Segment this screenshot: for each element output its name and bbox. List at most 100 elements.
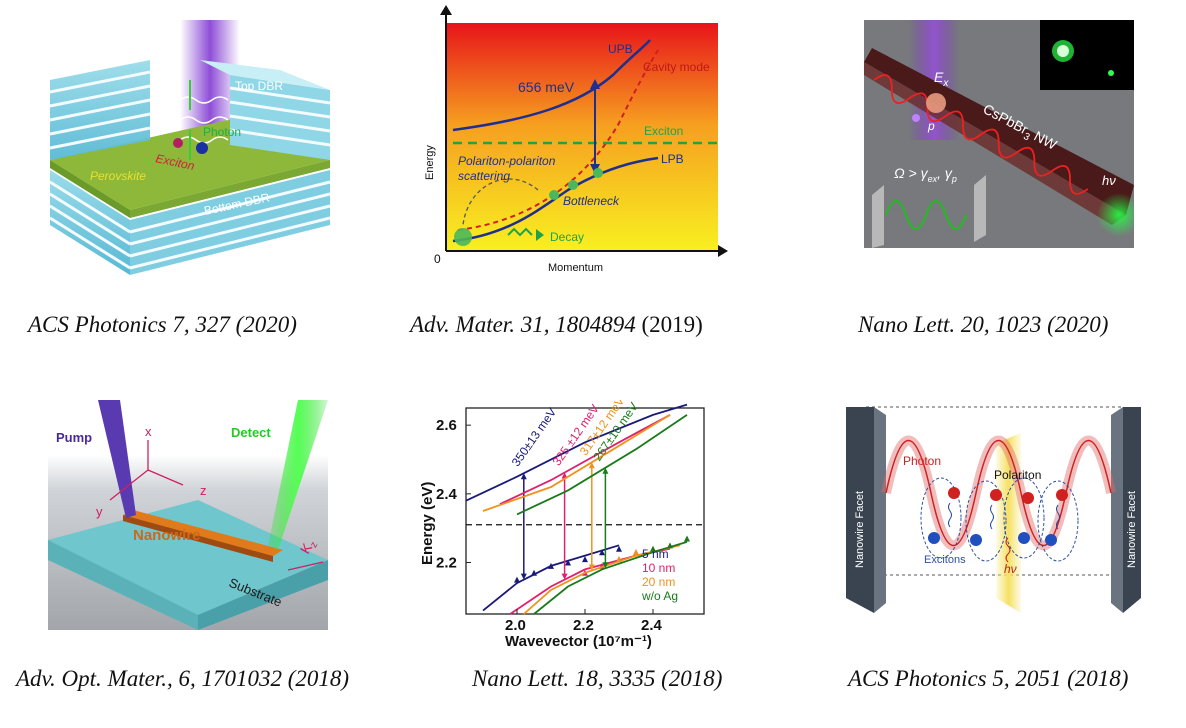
right-facet <box>1111 407 1123 613</box>
detect-label: Detect <box>231 425 271 440</box>
kz-label: Kz <box>297 536 321 558</box>
energy-gradient-background <box>446 23 718 251</box>
decay-label: Decay <box>550 230 584 244</box>
x-tick-label: 2.0 <box>505 617 526 634</box>
hv-label: hν <box>1004 562 1017 576</box>
caption-4: Adv. Opt. Mater., 6, 1701032 (2018) <box>16 666 350 691</box>
splitting-label: 656 meV <box>518 79 575 95</box>
pump-detect-schematic: Pump Detect x y z Nanowire Kz Substrate <box>48 400 328 630</box>
data-point <box>667 542 673 549</box>
data-point <box>633 549 639 556</box>
pump-laser-label: Pump Laser <box>110 28 181 43</box>
upb-label: UPB <box>608 42 633 56</box>
nanowire-polariton-schematic: Ex p CsPbBr3 NW hν Ω > γex, γp <box>864 20 1134 248</box>
left-facet <box>846 407 874 613</box>
legend-entry: 20 nm <box>642 575 675 589</box>
arrow-head <box>602 562 609 569</box>
data-point <box>548 562 554 569</box>
perovskite-label: Perovskite <box>90 169 146 183</box>
data-point <box>684 535 690 542</box>
caption-2: Adv. Mater. 31, 1804894 (2019) <box>410 312 703 337</box>
scattering-label-1: Polariton-polariton <box>458 154 556 168</box>
y-axis-label: Energy (eV) <box>419 482 436 565</box>
y-tick-label: 2.6 <box>436 417 457 434</box>
lpb-curve <box>452 156 659 243</box>
x-axis-label: Wavevector (10⁷m⁻¹) <box>505 633 652 650</box>
hv-label: hν <box>1102 173 1116 188</box>
y-tick-label: 2.2 <box>436 555 457 572</box>
polariton-band <box>996 433 1021 613</box>
exciton-line-label: Exciton <box>644 124 683 138</box>
arrow-head <box>520 573 527 580</box>
photon-label: Photon <box>203 125 241 139</box>
pump-label: Pump <box>56 430 92 445</box>
legend-entry: 5 nm <box>642 547 669 561</box>
upper-branch-0 <box>465 403 688 502</box>
axis-x-label: x <box>145 424 152 439</box>
axis-y-label: y <box>96 504 103 519</box>
top-dbr-stack <box>49 60 331 160</box>
axis-z-label: z <box>200 483 207 498</box>
energy-axis-label: Energy <box>424 145 436 180</box>
top-dbr-label: Top DBR <box>235 79 283 93</box>
exciton-blob <box>926 93 946 113</box>
momentum-axis-label: Momentum <box>548 262 603 274</box>
upper-branch-1 <box>499 414 671 505</box>
upper-branch-2 <box>482 414 671 512</box>
nanowire-rod <box>864 48 1134 215</box>
lpb-label: LPB <box>661 152 684 166</box>
data-point <box>514 576 520 583</box>
data-point <box>599 549 605 556</box>
substrate-slab <box>48 500 328 615</box>
legend-entry: w/o Ag <box>641 589 678 603</box>
pump-beam <box>98 400 136 518</box>
arrow-head <box>520 473 527 480</box>
dispersion-diagram: UPB Cavity mode 656 meV Exciton LPB Pola… <box>418 5 738 285</box>
scattering-label-2: scattering <box>458 169 510 183</box>
lower-branch-3 <box>533 541 688 615</box>
bottom-dbr-stack <box>49 170 331 275</box>
data-point <box>650 545 656 552</box>
x-tick-label: 2.4 <box>641 617 663 634</box>
excitons-label: Excitons <box>924 554 966 566</box>
data-point <box>582 556 588 563</box>
photon-wave <box>873 74 1089 195</box>
ex-label: Ex <box>934 69 949 89</box>
y-tick-label: 2.4 <box>436 486 458 503</box>
exciton-group <box>920 477 1079 563</box>
nanowire-bar <box>123 510 283 556</box>
x-tick-label: 2.2 <box>573 617 594 634</box>
nanowire-label: Nanowire <box>133 527 201 544</box>
caption-1: ACS Photonics 7, 327 (2020) <box>28 312 297 337</box>
caption-5: Nano Lett. 18, 3335 (2018) <box>472 666 723 691</box>
arrow-head <box>588 564 595 571</box>
left-mirror <box>872 185 884 248</box>
polariton-label: Polariton <box>994 468 1041 482</box>
right-facet-label: Nanowire Facet <box>1126 491 1138 568</box>
right-mirror <box>974 175 986 242</box>
arrow-head <box>602 467 609 474</box>
detect-beam <box>268 400 328 550</box>
left-facet-label: Nanowire Facet <box>854 491 866 568</box>
caption-6: ACS Photonics 5, 2051 (2018) <box>848 666 1129 691</box>
arrow-head <box>588 462 595 469</box>
cavity-mode-label: Cavity mode <box>643 60 710 74</box>
strong-coupling-condition: Ω > γex, γp <box>894 165 957 184</box>
cavity-mode-curve <box>457 49 659 231</box>
caption-3: Nano Lett. 20, 1023 (2020) <box>858 312 1109 337</box>
data-point <box>531 569 537 576</box>
data-point <box>616 556 622 563</box>
cavity-wave <box>885 200 967 230</box>
photon-label: Photon <box>903 454 941 468</box>
arrow-head <box>561 573 568 580</box>
p-label: p <box>927 119 935 133</box>
exciton-dot <box>196 142 208 154</box>
bottleneck-label: Bottleneck <box>563 194 620 208</box>
dispersion-chart: 2.0 2.2 2.4 2.2 2.4 2.6 Energy (eV) Wavevecto… <box>410 400 710 650</box>
data-point <box>616 545 622 552</box>
legend-entry: 10 nm <box>642 561 675 575</box>
upper-branch-3 <box>516 414 688 516</box>
cavity-polariton-schematic: Photon Polariton Excitons hν Nanowire Fa… <box>846 403 1141 613</box>
origin-label: 0 <box>434 252 441 266</box>
data-point <box>565 559 571 566</box>
